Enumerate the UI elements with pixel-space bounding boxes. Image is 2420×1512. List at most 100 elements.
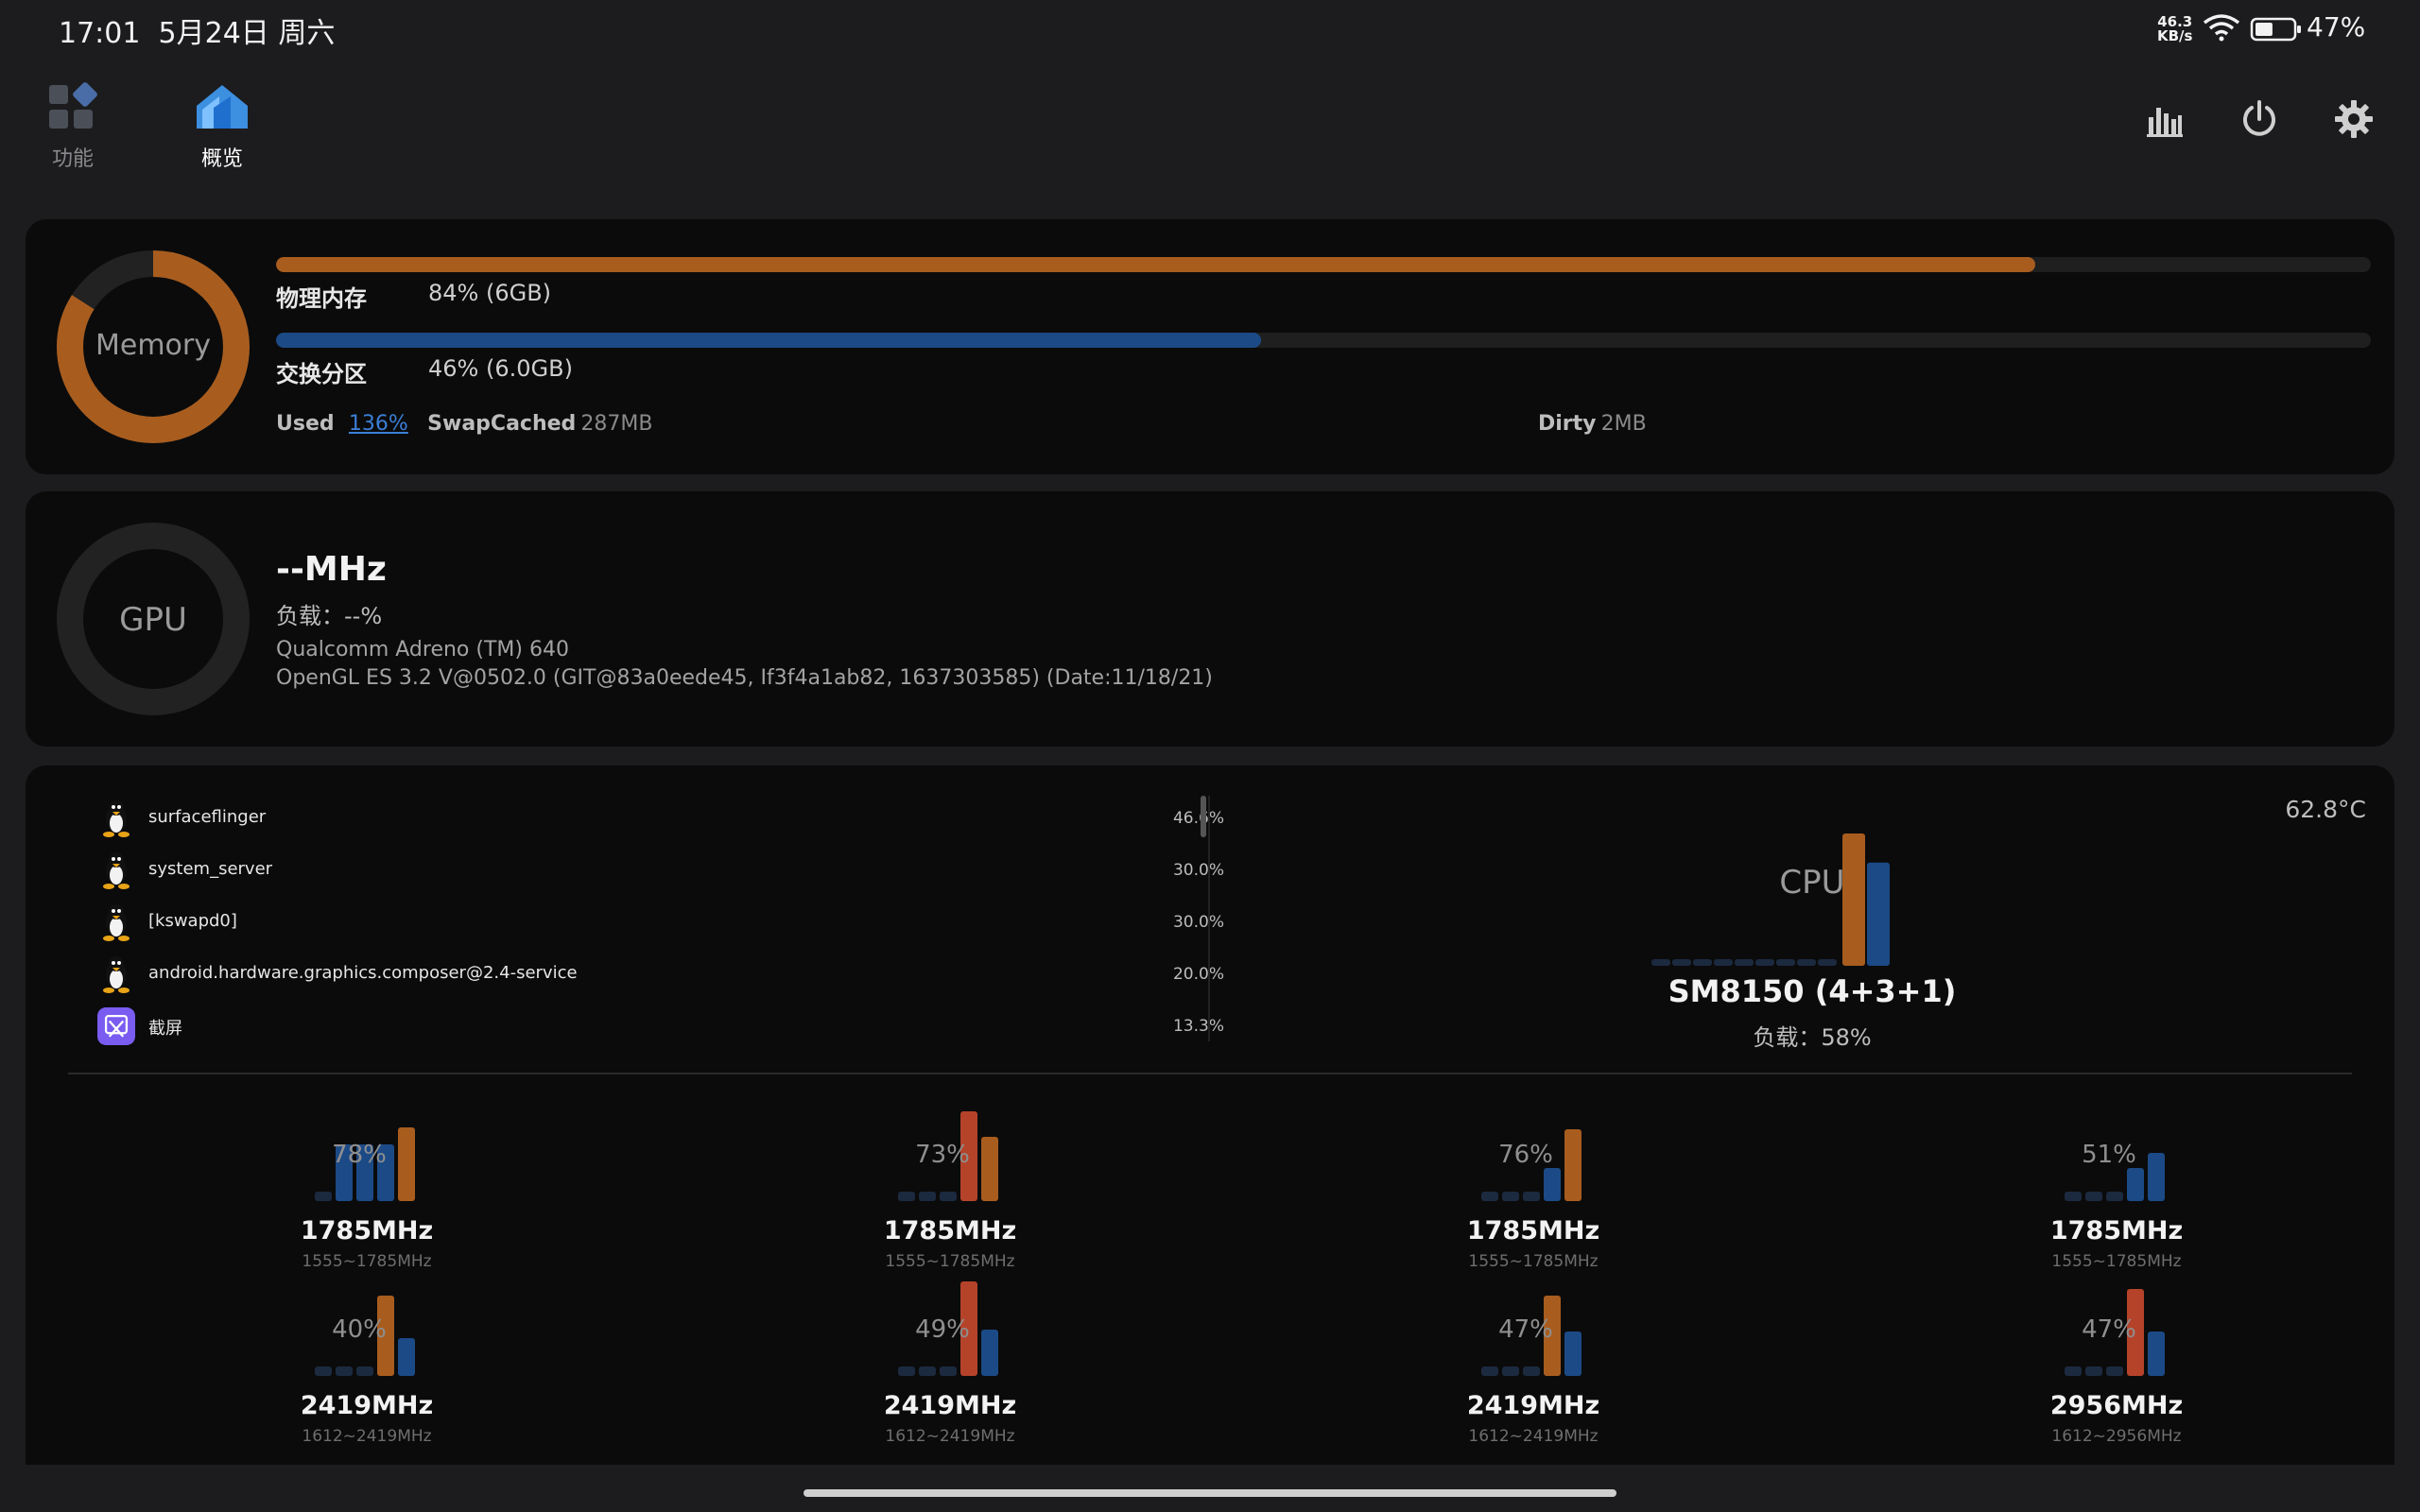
- core-bar: [919, 1366, 936, 1376]
- core-bars: [1481, 1296, 1582, 1376]
- swap-bar-fill: [276, 333, 1261, 348]
- core-bar: [2085, 1366, 2102, 1376]
- core-bar: [1564, 1129, 1582, 1201]
- core-frequency-range: 1555~1785MHz: [2051, 1252, 2182, 1271]
- network-speed: 46.3 KB/s: [2157, 15, 2192, 43]
- battery-icon: [2250, 17, 2301, 42]
- core-bars: [1481, 1129, 1582, 1201]
- cpu-card[interactable]: surfaceflinger 46.6% system_server 30.0% [ks…: [26, 765, 2394, 1465]
- cpu-model: SM8150 (4+3+1): [1668, 973, 1957, 1009]
- core-bar: [2106, 1192, 2123, 1201]
- linux-penguin-icon: [103, 800, 130, 837]
- core-bar: [1481, 1366, 1498, 1376]
- process-row[interactable]: [kswapd0] 30.0%: [71, 900, 1224, 945]
- core-bar: [377, 1296, 394, 1376]
- core-bar: [940, 1366, 957, 1376]
- status-time: 17:01 5月24日 周六: [59, 9, 335, 51]
- status-date: 5月24日 周六: [158, 17, 336, 50]
- dirty-label: Dirty: [1538, 412, 1597, 436]
- core-bar: [2065, 1366, 2082, 1376]
- cpu-history-bar: [1867, 862, 1890, 966]
- core-bar: [981, 1137, 998, 1201]
- process-name: system_server: [148, 859, 273, 879]
- tab-overview-label: 概览: [200, 147, 243, 171]
- core-bars: [2065, 1153, 2165, 1201]
- status-clock: 17:01: [59, 17, 141, 50]
- core-bar: [398, 1338, 415, 1376]
- core-frequency: 2956MHz: [2049, 1391, 2184, 1420]
- home-icon: [197, 85, 248, 129]
- core-bars: [2065, 1289, 2165, 1376]
- cpu-load: 负载：58%: [1753, 1024, 1872, 1051]
- cpu-history-bar: [1714, 959, 1733, 966]
- home-indicator[interactable]: [804, 1489, 1616, 1497]
- gpu-ring-label: GPU: [119, 601, 187, 639]
- core-frequency: 1785MHz: [1466, 1216, 1600, 1246]
- memory-card[interactable]: Memory 物理内存 84% (6GB) 交换分区 46% (6.0GB) U…: [26, 219, 2394, 474]
- swapcached-label: SwapCached: [427, 412, 577, 436]
- core-frequency-range: 1612~2956MHz: [2051, 1427, 2182, 1446]
- core-bar: [1564, 1332, 1582, 1376]
- process-percent: 20.0%: [1172, 965, 1224, 984]
- core-bar: [2085, 1192, 2102, 1201]
- linux-penguin-icon: [103, 904, 130, 941]
- physical-memory-bar: [276, 257, 2371, 272]
- physical-memory-bar-fill: [276, 257, 2036, 272]
- tab-functions[interactable]: 功能: [21, 81, 125, 172]
- power-icon[interactable]: [2238, 98, 2280, 140]
- bar-chart-icon[interactable]: [2144, 98, 2186, 140]
- process-percent: 46.6%: [1172, 809, 1224, 828]
- cpu-history-bar: [1755, 959, 1774, 966]
- used-value-link[interactable]: 136%: [348, 412, 408, 436]
- gear-icon[interactable]: [2333, 98, 2375, 140]
- memory-ring-label: Memory: [95, 329, 211, 362]
- cpu-core-3: 51% 1785MHz 1555~1785MHz: [1975, 1101, 2258, 1271]
- used-label: Used: [276, 412, 335, 436]
- cpu-history-bar: [1672, 959, 1691, 966]
- linux-penguin-icon: [103, 956, 130, 993]
- cpu-core-6: 47% 2419MHz 1612~2419MHz: [1392, 1276, 1675, 1446]
- physical-memory-value: 84% (6GB): [428, 280, 552, 306]
- core-bar: [2127, 1168, 2144, 1201]
- core-load-percent: 40%: [332, 1315, 387, 1344]
- core-bar: [356, 1144, 373, 1201]
- gpu-card[interactable]: GPU --MHz 负载：--% Qualcomm Adreno (TM) 64…: [26, 491, 2394, 747]
- screenshot-app-icon: [97, 1007, 135, 1045]
- core-bar: [315, 1192, 332, 1201]
- core-bar: [960, 1111, 977, 1201]
- process-percent: 30.0%: [1172, 861, 1224, 880]
- core-bar: [940, 1192, 957, 1201]
- core-bar: [1481, 1192, 1498, 1201]
- core-bar: [981, 1330, 998, 1376]
- wifi-icon: [2203, 14, 2240, 42]
- cpu-core-4: 40% 2419MHz 1612~2419MHz: [225, 1276, 509, 1446]
- cpu-history-bar: [1842, 833, 1865, 966]
- cpu-history-bar: [1818, 959, 1837, 966]
- core-bars: [898, 1281, 998, 1376]
- gpu-frequency: --MHz: [276, 550, 387, 589]
- core-frequency-range: 1612~2419MHz: [885, 1427, 1015, 1446]
- tab-overview[interactable]: 概览: [170, 81, 274, 172]
- process-row[interactable]: surfaceflinger 46.6%: [71, 796, 1224, 841]
- linux-penguin-icon: [103, 852, 130, 889]
- core-frequency-range: 1555~1785MHz: [302, 1252, 432, 1271]
- process-list-scrollbar[interactable]: [1201, 796, 1206, 837]
- process-row[interactable]: system_server 30.0%: [71, 848, 1224, 893]
- cpu-title: CPU: [1779, 864, 1845, 902]
- core-load-percent: 73%: [915, 1141, 970, 1169]
- core-bar: [919, 1192, 936, 1201]
- core-bar: [1523, 1192, 1540, 1201]
- network-speed-unit: KB/s: [2157, 27, 2193, 44]
- battery-percent: 47%: [2307, 11, 2366, 43]
- core-bar: [2065, 1192, 2082, 1201]
- core-bar: [960, 1281, 977, 1376]
- core-frequency: 2419MHz: [883, 1391, 1017, 1420]
- core-load-percent: 76%: [1498, 1141, 1553, 1169]
- process-row[interactable]: android.hardware.graphics.composer@2.4-s…: [71, 952, 1224, 997]
- core-bar: [1544, 1168, 1561, 1201]
- memory-used: Used 136% SwapCached 287MB: [276, 412, 652, 436]
- dirty-value: 2MB: [1600, 412, 1647, 436]
- core-bar: [2148, 1153, 2165, 1201]
- process-row[interactable]: 截屏 13.3%: [71, 1004, 1224, 1049]
- physical-memory-label: 物理内存: [276, 285, 367, 312]
